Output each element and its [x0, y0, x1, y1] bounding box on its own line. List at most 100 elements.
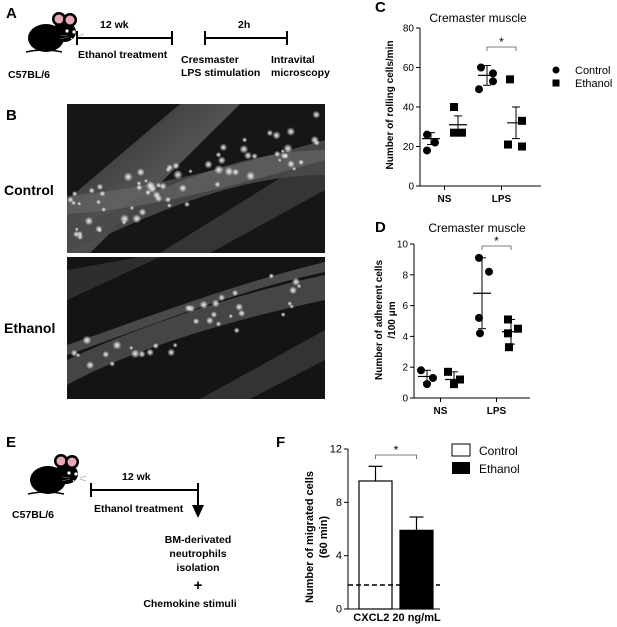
- fluorescent-cell: [228, 313, 234, 319]
- panel-a-step3-line1: Intravital: [271, 54, 315, 66]
- y-tick-label: 0: [402, 394, 408, 405]
- significance-bracket: [481, 245, 512, 250]
- data-point-control: [423, 130, 431, 139]
- fluorescent-cell: [109, 360, 116, 367]
- fluorescent-cell: [155, 182, 162, 189]
- chart-c-title: Cremaster muscle: [429, 11, 527, 25]
- fluorescent-cell: [152, 342, 159, 350]
- fluorescent-cell: [102, 350, 110, 358]
- legend-c: Control Ethanol: [552, 65, 612, 90]
- data-point-ethanol: [450, 380, 458, 389]
- fluorescent-cell: [71, 190, 78, 197]
- fluorescent-cell: [312, 110, 321, 119]
- fluorescent-cell: [112, 340, 122, 350]
- fluorescent-cell: [132, 214, 142, 224]
- panel-b: B Control Ethanol: [4, 104, 325, 399]
- panel-a-step2-line2: LPS stimulation: [181, 67, 260, 79]
- fluorescent-cell: [95, 199, 102, 205]
- legend-c-control-label: Control: [575, 65, 610, 77]
- data-point-control: [431, 138, 439, 147]
- data-point-control: [475, 253, 483, 262]
- fluorescent-cell: [288, 286, 298, 295]
- fluorescent-cell: [199, 300, 209, 310]
- panel-c-letter: C: [375, 0, 386, 16]
- data-point-control: [489, 69, 497, 78]
- fluorescent-cell: [88, 187, 95, 194]
- data-point-ethanol: [444, 367, 452, 376]
- fluorescent-cell: [85, 360, 95, 370]
- fluorescent-cell: [224, 166, 234, 177]
- y-tick-label: 6: [402, 301, 408, 312]
- fluorescent-cell: [291, 166, 297, 171]
- fluorescent-cell: [95, 225, 103, 233]
- fluorescent-cell: [218, 294, 226, 302]
- data-point-ethanol: [456, 375, 464, 384]
- fluorescent-cell: [136, 180, 142, 186]
- fluorescent-cell: [286, 127, 296, 137]
- data-point-control: [485, 267, 493, 276]
- chart-d-ylabel-line2: /100 μm: [387, 301, 398, 338]
- data-point-ethanol: [504, 315, 512, 324]
- fluorescent-cell: [280, 312, 286, 318]
- legend-f-ethanol-swatch: [452, 462, 470, 474]
- fluorescent-cell: [166, 203, 172, 208]
- x-tick-label: NS: [434, 406, 448, 417]
- fluorescent-cell: [211, 299, 220, 308]
- panel-a-duration: 12 wk: [100, 19, 129, 31]
- panel-f: F Number of migrated cells (60 min) CXCL…: [276, 434, 441, 624]
- fluorescent-cell: [215, 151, 222, 158]
- y-tick-label: 4: [336, 550, 342, 562]
- y-tick-label: 10: [397, 240, 409, 251]
- fluorescent-cell: [152, 191, 161, 200]
- fluorescent-cell: [143, 178, 149, 183]
- fluorescent-cell: [272, 131, 281, 140]
- fluorescent-cell: [130, 349, 140, 359]
- fluorescent-cell: [138, 208, 147, 217]
- fluorescent-cell: [72, 230, 80, 238]
- fluorescent-cell: [243, 151, 253, 160]
- significance-bracket: [375, 454, 417, 459]
- fluorescent-cell: [282, 152, 289, 160]
- fluorescent-cell: [146, 348, 155, 357]
- chart-c: 0 20 40 60 80 NS LPS *: [403, 24, 541, 205]
- fluorescent-cell: [77, 201, 82, 206]
- panel-e-letter: E: [6, 434, 16, 451]
- fluorescent-cell: [178, 184, 187, 193]
- fluorescent-cell: [273, 150, 281, 158]
- mouse-icon-e: [27, 453, 87, 495]
- fluorescent-cell: [172, 342, 178, 348]
- fluorescent-cell: [145, 180, 156, 191]
- legend-f: Control Ethanol: [451, 443, 520, 476]
- data-point-ethanol: [450, 103, 458, 111]
- micrograph-ethanol-cells: [70, 273, 302, 370]
- fluorescent-cell: [219, 143, 228, 152]
- fluorescent-cell: [70, 349, 79, 357]
- data-point-control: [489, 77, 497, 86]
- fluorescent-cell: [123, 172, 133, 182]
- fluorescent-cell: [214, 181, 221, 188]
- fluorescent-cell: [239, 144, 249, 154]
- fluorescent-cell: [210, 311, 218, 318]
- data-point-ethanol: [518, 116, 526, 125]
- x-tick-label: LPS: [487, 406, 507, 417]
- panel-f-letter: F: [276, 434, 285, 451]
- fluorescent-cell: [298, 159, 305, 166]
- data-point-control: [475, 85, 483, 94]
- panel-a-treatment: Ethanol treatment: [78, 49, 168, 61]
- x-tick-label: NS: [438, 194, 452, 205]
- fluorescent-cell: [84, 216, 94, 226]
- legend-c-ethanol-label: Ethanol: [575, 78, 612, 90]
- data-point-ethanol: [504, 329, 512, 338]
- y-tick-label: 80: [403, 24, 415, 35]
- fluorescent-cell: [213, 164, 224, 175]
- chart-f: 0 4 8 12 *: [330, 443, 440, 616]
- fluorescent-cell: [74, 227, 79, 232]
- mouse-icon: [25, 11, 85, 53]
- y-tick-label: 2: [402, 363, 408, 374]
- fluorescent-cell: [96, 183, 104, 191]
- bar-ethanol: [399, 529, 434, 610]
- fluorescent-cell: [121, 220, 127, 225]
- y-tick-label: 20: [403, 142, 415, 153]
- data-point-control: [423, 146, 431, 155]
- chart-d-ylabel-line1: Number of adherent cells: [374, 260, 385, 380]
